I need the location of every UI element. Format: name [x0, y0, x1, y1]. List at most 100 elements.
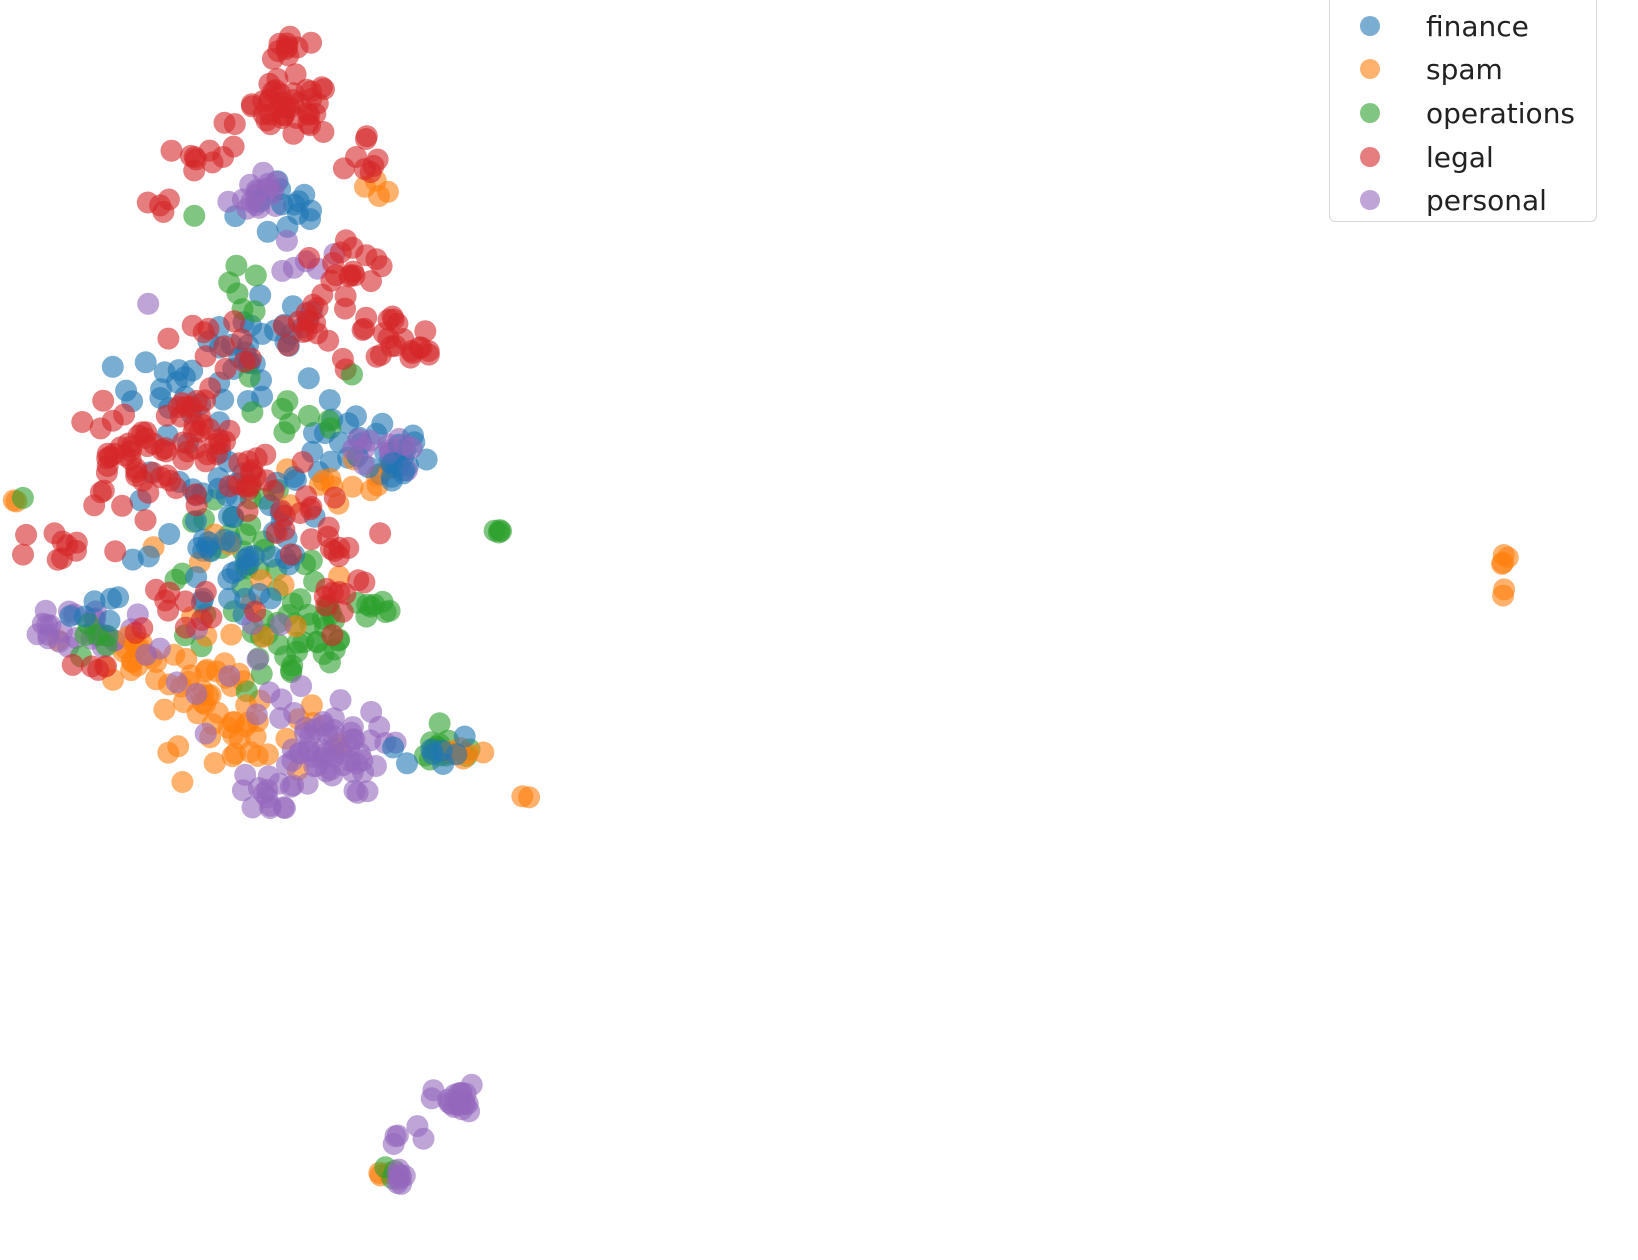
scatter-point-legal: [322, 252, 344, 274]
scatter-point-spam: [203, 752, 226, 774]
scatter-point-finance: [101, 355, 124, 378]
scatter-point-legal: [252, 90, 275, 113]
scatter-point-finance: [218, 505, 240, 528]
scatter-point-spam: [1492, 584, 1515, 607]
scatter-point-legal: [167, 396, 190, 419]
legend-label-spam: spam: [1426, 53, 1503, 86]
scatter-point-legal: [244, 600, 267, 623]
scatter-point-spam: [368, 185, 390, 207]
scatter-point-legal: [369, 522, 392, 545]
scatter-point-personal: [218, 665, 241, 687]
scatter-point-finance: [415, 448, 438, 471]
scatter-point-finance: [59, 605, 82, 627]
scatter-point-legal: [223, 113, 246, 136]
scatter-point-personal: [257, 765, 280, 788]
scatter-point-personal: [281, 738, 304, 761]
scatter-point-spam: [194, 660, 217, 683]
scatter-point-legal: [323, 540, 346, 562]
scatter-point-legal: [184, 483, 207, 506]
scatter-point-legal: [12, 543, 34, 566]
scatter-point-legal: [351, 318, 374, 341]
scatter-point-finance: [107, 586, 130, 609]
scatter-point-personal: [258, 681, 281, 704]
scatter-point-personal: [293, 722, 316, 744]
scatter-point-legal: [134, 509, 157, 532]
scatter-point-finance: [134, 351, 157, 374]
scatter-point-personal: [356, 780, 379, 803]
scatter-point-operations: [317, 409, 340, 432]
scatter-point-operations: [244, 264, 267, 287]
scatter-point-operations: [273, 421, 296, 444]
scatter-point-finance: [184, 510, 207, 533]
scatter-point-legal: [335, 229, 357, 252]
scatter-point-finance: [220, 530, 243, 553]
scatter-point-legal: [320, 269, 343, 292]
scatter-point-legal: [331, 347, 354, 370]
scatter-point-spam: [239, 741, 262, 764]
scatter-point-personal: [412, 1127, 435, 1150]
scatter-point-legal: [291, 451, 314, 474]
scatter-point-legal: [255, 109, 278, 132]
scatter-point-legal: [353, 571, 376, 594]
scatter-points: [2, 25, 1519, 1195]
scatter-point-finance: [318, 389, 341, 412]
scatter-point-operations: [286, 631, 309, 654]
legend-item-finance: finance: [1330, 6, 1596, 46]
scatter-point-finance: [297, 367, 320, 390]
scatter-point-legal: [174, 590, 197, 613]
scatter-point-legal: [160, 139, 183, 162]
scatter-point-personal: [185, 682, 208, 705]
scatter-point-spam: [1496, 546, 1519, 569]
scatter-point-personal: [148, 637, 171, 660]
scatter-point-operations: [183, 204, 206, 227]
scatter-point-legal: [365, 248, 388, 271]
scatter-point-legal: [332, 157, 355, 180]
scatter-point-legal: [334, 297, 356, 320]
legend-marker-spam: [1360, 59, 1380, 79]
scatter-point-operations: [243, 300, 266, 323]
scatter-point-operations: [298, 404, 320, 427]
scatter-point-legal: [284, 63, 307, 86]
scatter-point-personal: [271, 259, 294, 282]
scatter-point-legal: [268, 95, 291, 118]
scatter-point-personal: [329, 689, 352, 712]
legend-label-finance: finance: [1426, 10, 1529, 43]
scatter-point-legal: [295, 78, 318, 101]
legend-item-operations: operations: [1330, 93, 1596, 133]
scatter-point-legal: [369, 343, 392, 366]
scatter-point-legal: [71, 411, 94, 433]
scatter-point-personal: [364, 755, 387, 777]
scatter-point-legal: [113, 444, 136, 467]
scatter-point-finance: [150, 378, 173, 401]
scatter-point-personal: [352, 453, 375, 476]
scatter-point-personal: [36, 613, 58, 636]
scatter-point-finance: [299, 208, 321, 231]
scatter-point-finance: [218, 587, 241, 610]
scatter-point-legal: [277, 44, 300, 67]
scatter-point-personal: [390, 1172, 413, 1195]
scatter-point-finance: [293, 183, 316, 206]
legend-marker-legal: [1360, 147, 1380, 167]
scatter-point-personal: [368, 715, 391, 738]
scatter-point-personal: [377, 433, 400, 456]
legend-item-personal: personal: [1330, 180, 1596, 220]
scatter-point-operations: [281, 592, 304, 615]
scatter-point-legal: [159, 469, 182, 492]
scatter-point-legal: [89, 481, 112, 504]
scatter-point-personal: [245, 184, 268, 206]
scatter-point-legal: [196, 443, 219, 466]
scatter-point-legal: [279, 543, 302, 566]
scatter-point-personal: [282, 774, 305, 797]
scatter-point-operations: [218, 271, 241, 294]
scatter-point-legal: [355, 125, 378, 148]
scatter-point-legal: [233, 350, 256, 373]
scatter-point-operations: [11, 486, 34, 509]
scatter-point-legal: [323, 486, 346, 509]
scatter-point-finance: [256, 220, 279, 243]
scatter-point-legal: [190, 608, 213, 631]
scatter-point-spam: [341, 475, 364, 498]
scatter-point-operations: [95, 634, 118, 657]
scatter-point-finance: [453, 725, 476, 748]
scatter-point-legal: [157, 599, 180, 622]
